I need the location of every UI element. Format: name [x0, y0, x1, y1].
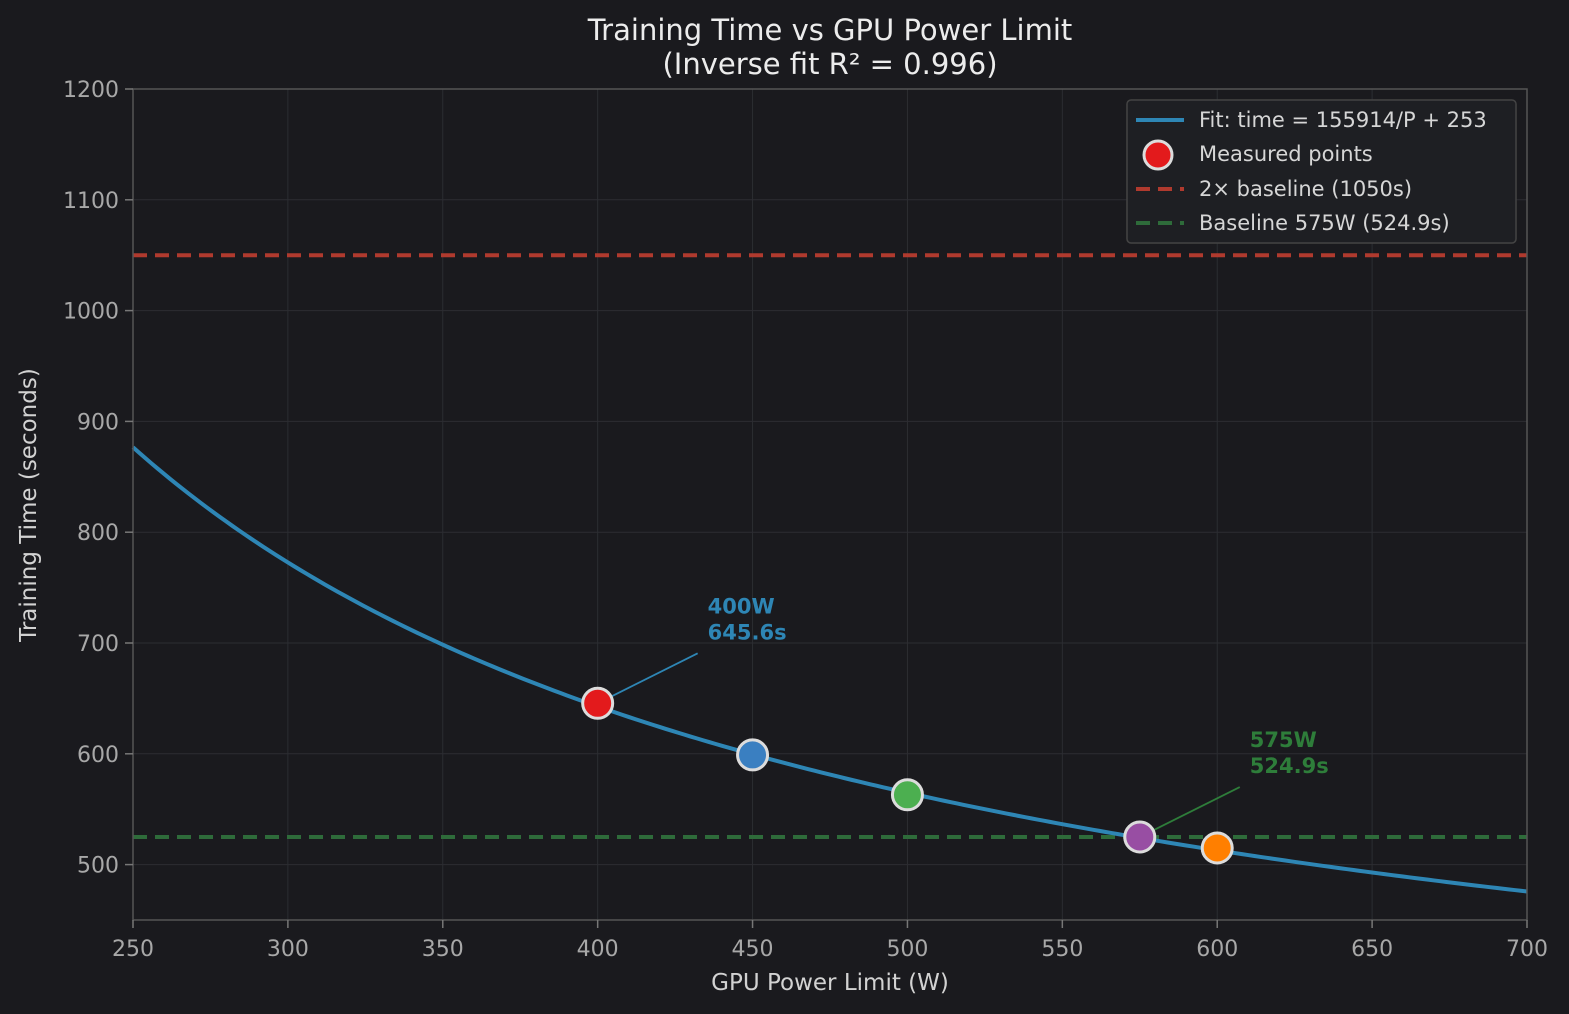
annotation-value: 645.6s — [708, 620, 787, 644]
data-point — [581, 686, 615, 720]
x-tick-label: 300 — [267, 937, 309, 962]
data-point — [1123, 820, 1157, 854]
y-tick-label: 1000 — [63, 300, 119, 325]
legend-points-swatch — [1142, 139, 1174, 171]
measured-points — [581, 686, 1234, 865]
legend: Fit: time = 155914/P + 253 Measured poin… — [1126, 99, 1517, 244]
x-tick-label: 450 — [732, 937, 774, 962]
legend-baseline-label: Baseline 575W (524.9s) — [1199, 211, 1450, 235]
legend-box — [1126, 99, 1517, 244]
y-tick-label: 1200 — [63, 78, 119, 103]
x-tick-label: 650 — [1351, 937, 1393, 962]
legend-points-label: Measured points — [1199, 142, 1373, 166]
x-tick-label: 500 — [886, 937, 928, 962]
legend-2x-baseline-label: 2× baseline (1050s) — [1199, 177, 1412, 201]
x-tick-label: 250 — [112, 937, 154, 962]
annotation-label: 575W — [1250, 728, 1317, 752]
y-tick-label: 700 — [77, 632, 119, 657]
legend-fit-label: Fit: time = 155914/P + 253 — [1199, 108, 1487, 132]
y-axis-ticks: 500 600 700 800 900 1000 1100 1200 — [63, 78, 133, 879]
reference-lines — [133, 253, 1527, 840]
data-point — [736, 738, 770, 772]
annotation-label: 400W — [708, 594, 775, 618]
x-tick-label: 400 — [577, 937, 619, 962]
x-tick-label: 350 — [422, 937, 464, 962]
data-point — [890, 778, 924, 812]
y-tick-label: 900 — [77, 410, 119, 435]
x-tick-label: 600 — [1196, 937, 1238, 962]
annotation-leader — [1153, 786, 1241, 831]
x-tick-label: 700 — [1506, 937, 1548, 962]
x-tick-label: 550 — [1041, 937, 1083, 962]
y-axis-label: Training Time (seconds) — [16, 368, 42, 643]
y-tick-label: 600 — [77, 743, 119, 768]
y-tick-label: 800 — [77, 521, 119, 546]
plot-frame — [132, 88, 1528, 921]
x-axis-label: GPU Power Limit (W) — [711, 970, 949, 996]
annotation-value: 524.9s — [1250, 754, 1329, 778]
y-tick-label: 1100 — [63, 189, 119, 214]
chart-subtitle: (Inverse fit R² = 0.996) — [662, 47, 997, 81]
annotation-leader — [611, 652, 699, 698]
data-point — [1200, 831, 1234, 865]
y-tick-label: 500 — [77, 854, 119, 879]
chart-title: Training Time vs GPU Power Limit — [587, 13, 1073, 47]
fit-curve — [131, 445, 1528, 894]
x-axis-ticks: 250 300 350 400 450 500 550 600 650 700 — [112, 920, 1548, 962]
